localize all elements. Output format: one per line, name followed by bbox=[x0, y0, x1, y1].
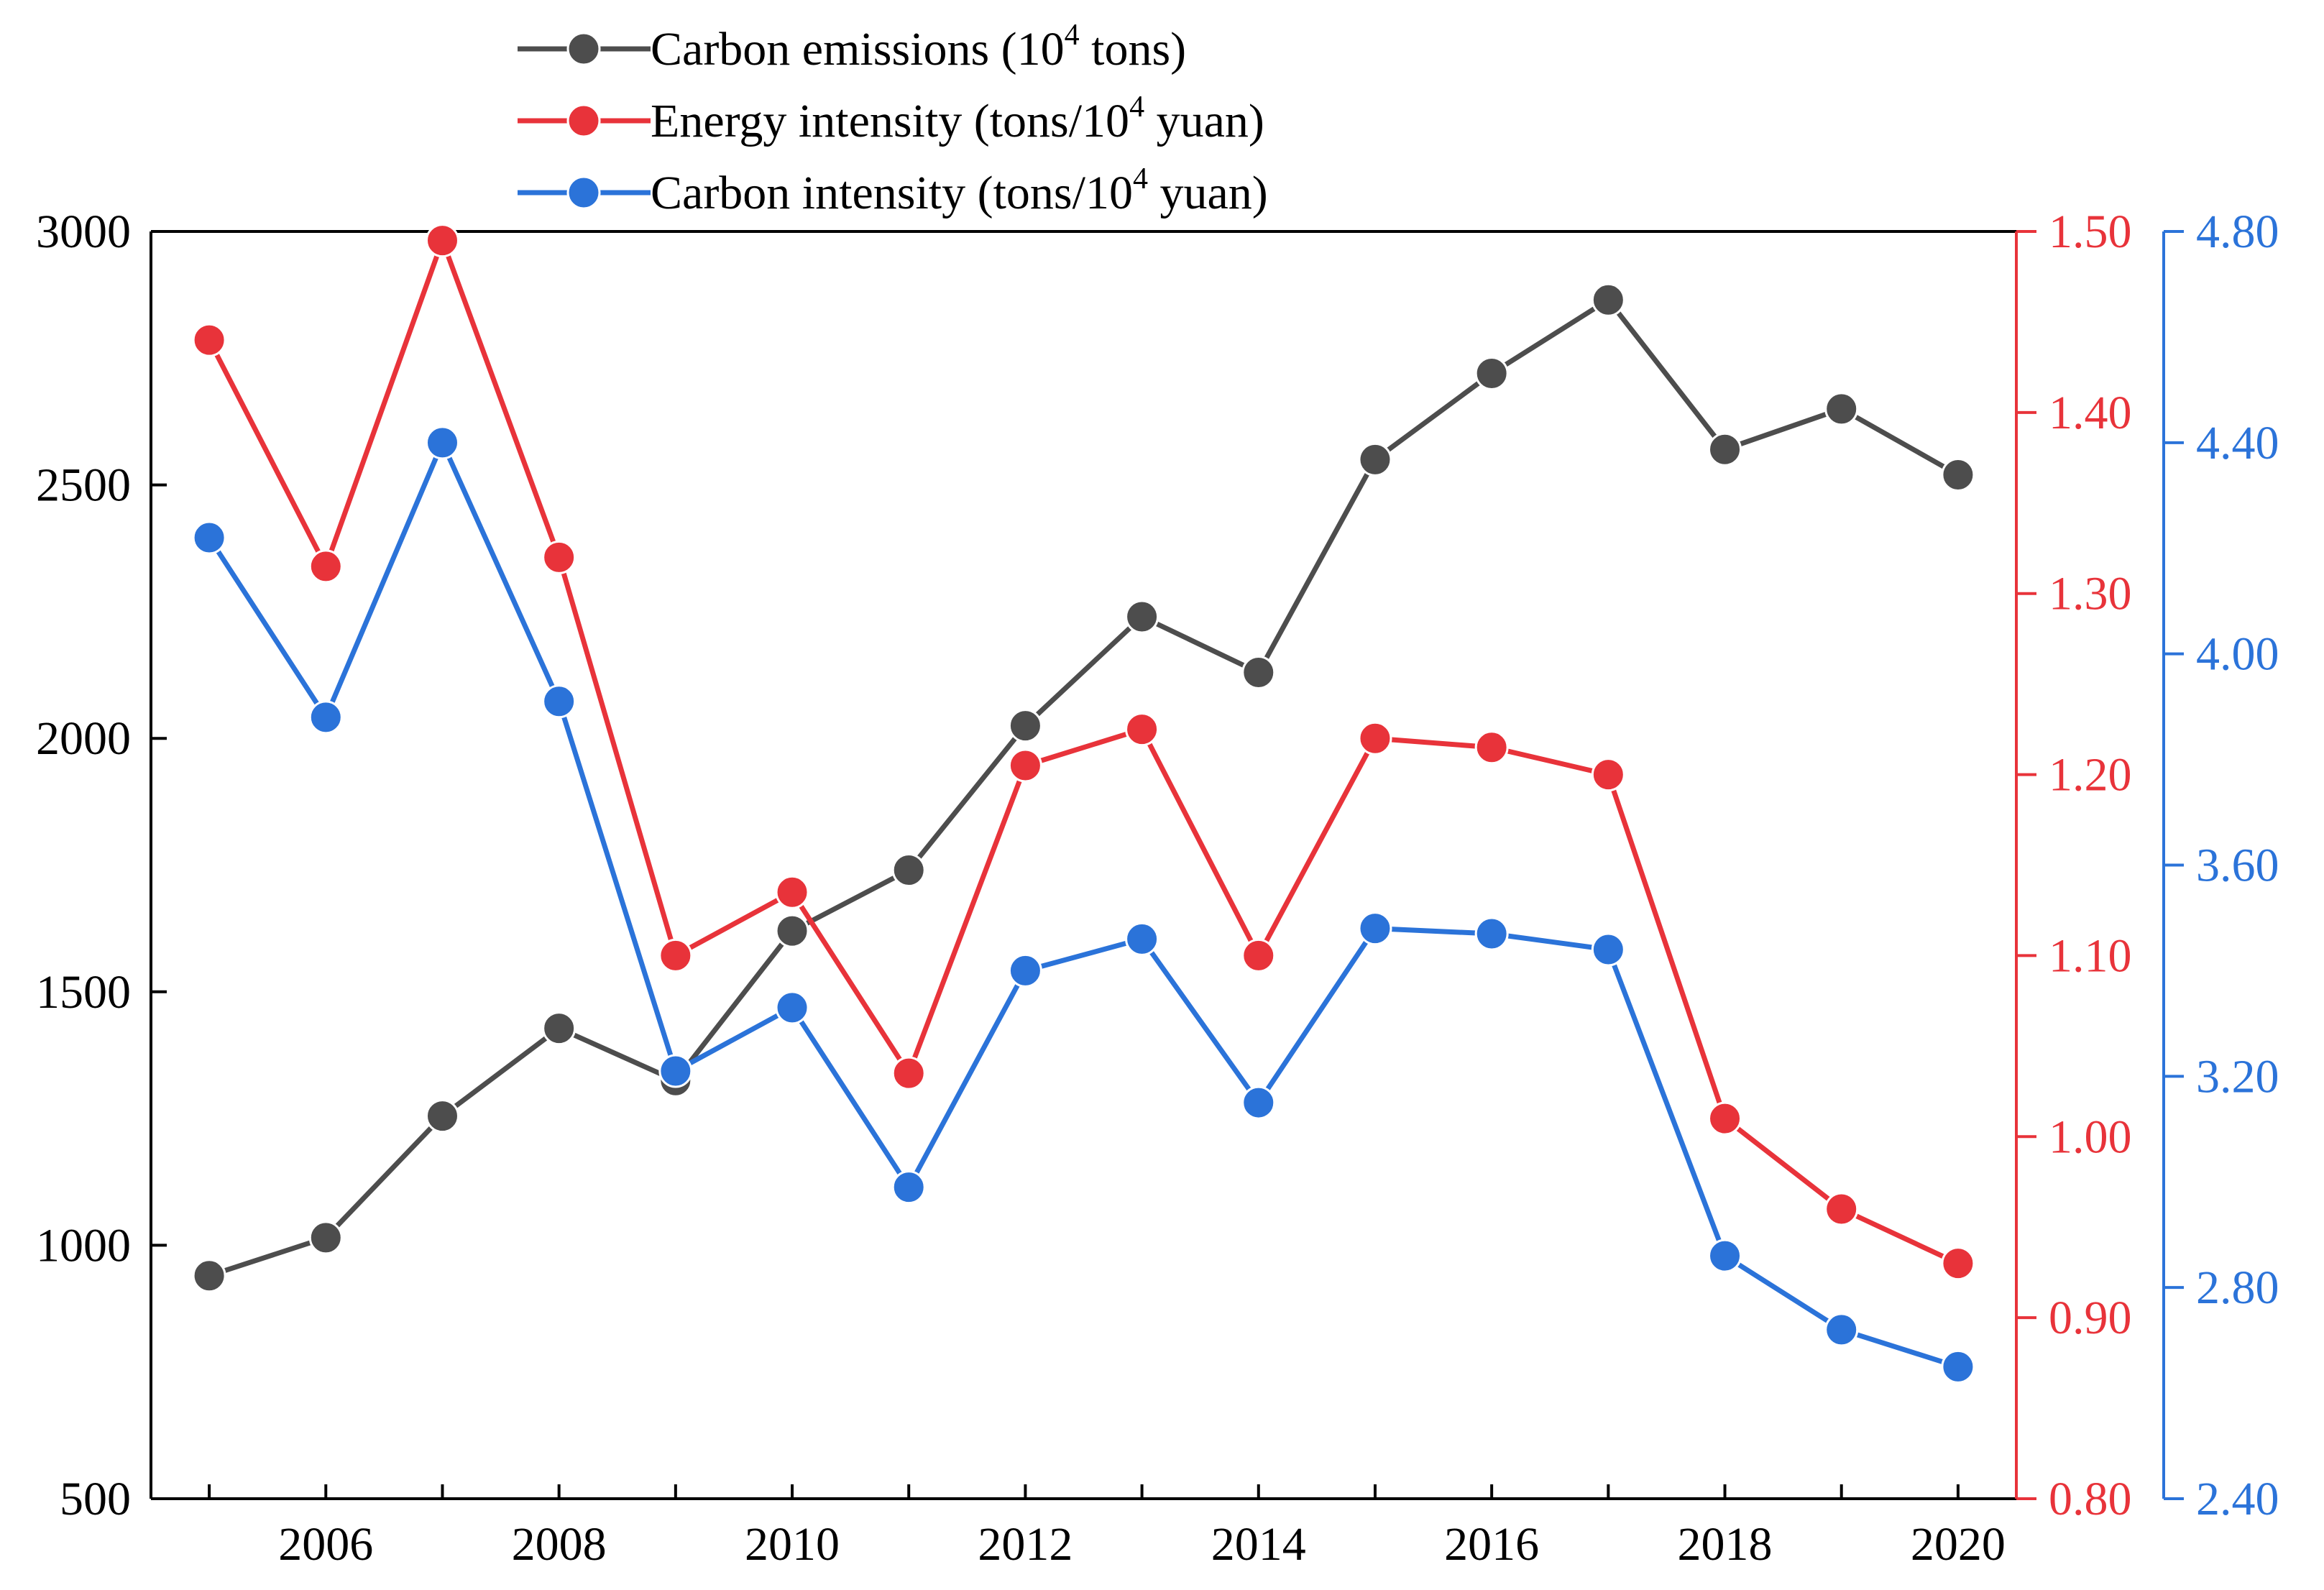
data-point-energy-intensity: 2014: 1.1 bbox=[1241, 938, 1276, 973]
energy-intensity-y-tick-label: 1.30 bbox=[2049, 568, 2132, 620]
energy-intensity-y-tick-label: 1.40 bbox=[2049, 387, 2132, 439]
carbon-intensity-y-tick-label: 4.80 bbox=[2196, 206, 2279, 258]
data-point-carbon-intensity: 2012: 3.4 bbox=[1008, 953, 1042, 988]
x-tick-label: 2010 bbox=[745, 1518, 840, 1571]
data-point-energy-intensity: 2005: 1.44 bbox=[192, 323, 226, 357]
data-point-carbon-intensity: 2005: 4.22 bbox=[192, 520, 226, 555]
data-point-carbon-intensity: 2018: 2.86 bbox=[1708, 1239, 1742, 1273]
energy-intensity-y-tick-label: 1.50 bbox=[2049, 206, 2132, 258]
data-point-carbon-intensity: 2014: 3.15 bbox=[1241, 1085, 1276, 1120]
data-point-energy-intensity: 2020: 0.93 bbox=[1941, 1246, 1975, 1281]
x-tick-label: 2014 bbox=[1211, 1518, 1306, 1571]
legend-marker-carbon-intensity bbox=[566, 175, 601, 210]
axes-layer: 3000 2500 2000 1500 1000 500 1.50 1.40 1.30 1.20 1… bbox=[36, 206, 2279, 1571]
data-point-carbon-emissions: 2015: 2550 bbox=[1358, 442, 1392, 477]
data-point-energy-intensity: 2013: 1.225 bbox=[1125, 712, 1159, 747]
data-point-energy-intensity: 2009: 1.1 bbox=[658, 938, 693, 973]
data-point-energy-intensity: 2017: 1.2 bbox=[1591, 758, 1625, 792]
data-point-carbon-intensity: 2019: 2.72 bbox=[1824, 1313, 1859, 1347]
left-y-tick-label: 1500 bbox=[36, 966, 131, 1019]
data-point-carbon-intensity: 2013: 3.46 bbox=[1125, 922, 1159, 956]
data-point-carbon-intensity: 2015: 3.48 bbox=[1358, 911, 1392, 946]
data-point-carbon-emissions: 2011: 1740 bbox=[891, 853, 926, 888]
data-point-carbon-intensity: 2017: 3.44 bbox=[1591, 932, 1625, 967]
data-point-carbon-emissions: 2008: 1428 bbox=[542, 1011, 577, 1046]
series-line-energy-intensity bbox=[206, 238, 1960, 1266]
data-point-carbon-intensity: 2011: 2.99 bbox=[891, 1170, 926, 1205]
left-y-tick-label: 1000 bbox=[36, 1219, 131, 1272]
x-tick-label: 2016 bbox=[1444, 1518, 1539, 1571]
series-line-carbon-intensity bbox=[207, 440, 1959, 1369]
x-tick-label: 2020 bbox=[1911, 1518, 2006, 1571]
data-point-energy-intensity: 2011: 1.035 bbox=[891, 1056, 926, 1090]
data-point-carbon-emissions: 2012: 2025 bbox=[1008, 709, 1042, 743]
data-point-carbon-intensity: 2008: 3.91 bbox=[542, 684, 577, 719]
energy-intensity-y-tick-label: 0.90 bbox=[2049, 1292, 2132, 1344]
x-tick-label: 2006 bbox=[278, 1518, 373, 1571]
data-point-carbon-emissions: 2017: 2865 bbox=[1591, 282, 1625, 317]
carbon-intensity-y-tick-label: 2.40 bbox=[2196, 1473, 2279, 1525]
left-y-tick-label: 3000 bbox=[36, 206, 131, 258]
data-point-carbon-intensity: 2020: 2.65 bbox=[1941, 1349, 1975, 1384]
legend-label-carbon-intensity: Carbon intensity (tons/104 yuan) bbox=[651, 162, 1268, 219]
data-point-carbon-emissions: 2006: 1015 bbox=[308, 1221, 343, 1255]
data-point-energy-intensity: 2006: 1.315 bbox=[308, 549, 343, 584]
data-point-carbon-intensity: 2006: 3.88 bbox=[308, 700, 343, 735]
data-point-energy-intensity: 2016: 1.215 bbox=[1474, 730, 1509, 765]
legend: Carbon emissions (104 tons) Energy intens… bbox=[518, 19, 1268, 219]
energy-intensity-y-tick-label: 1.10 bbox=[2049, 929, 2132, 982]
data-point-carbon-intensity: 2009: 3.21 bbox=[658, 1054, 693, 1088]
data-point-energy-intensity: 2015: 1.22 bbox=[1358, 721, 1392, 755]
data-point-carbon-emissions: 2016: 2720 bbox=[1474, 356, 1509, 390]
data-point-carbon-emissions: 2014: 2130 bbox=[1241, 656, 1276, 690]
legend-label-carbon-emissions: Carbon emissions (104 tons) bbox=[651, 19, 1186, 75]
legend-marker-carbon-emissions bbox=[566, 32, 601, 66]
left-y-tick-label: 2000 bbox=[36, 712, 131, 765]
series-line-carbon-emissions bbox=[208, 297, 1960, 1279]
data-point-energy-intensity: 2019: 0.96 bbox=[1824, 1192, 1859, 1226]
data-point-carbon-emissions: 2020: 2520 bbox=[1941, 457, 1975, 492]
data-point-carbon-emissions: 2019: 2650 bbox=[1824, 392, 1859, 426]
legend-label-energy-intensity: Energy intensity (tons/104 yuan) bbox=[651, 91, 1264, 147]
carbon-intensity-y-tick-label: 2.80 bbox=[2196, 1262, 2279, 1314]
carbon-intensity-y-tick-label: 4.40 bbox=[2196, 417, 2279, 469]
energy-intensity-y-tick-label: 0.80 bbox=[2049, 1473, 2132, 1525]
data-point-energy-intensity: 2008: 1.32 bbox=[542, 540, 577, 574]
energy-intensity-y-tick-label: 1.00 bbox=[2049, 1111, 2132, 1163]
energy-intensity-y-tick-label: 1.20 bbox=[2049, 749, 2132, 801]
data-point-energy-intensity: 2012: 1.205 bbox=[1008, 748, 1042, 783]
legend-marker-energy-intensity bbox=[566, 104, 601, 138]
series-lines-layer bbox=[206, 238, 1960, 1369]
x-tick-label: 2018 bbox=[1678, 1518, 1773, 1571]
carbon-intensity-y-tick-label: 3.20 bbox=[2196, 1050, 2279, 1103]
data-point-carbon-intensity: 2016: 3.47 bbox=[1474, 916, 1509, 951]
data-point-carbon-emissions: 2018: 2570 bbox=[1708, 432, 1742, 467]
data-point-energy-intensity: 2010: 1.135 bbox=[775, 875, 809, 909]
carbon-intensity-y-tick-label: 3.60 bbox=[2196, 840, 2279, 892]
data-point-carbon-emissions: 2007: 1255 bbox=[425, 1099, 459, 1134]
left-y-tick-label: 500 bbox=[60, 1473, 131, 1525]
carbon-intensity-y-tick-label: 4.00 bbox=[2196, 628, 2279, 681]
data-point-carbon-emissions: 2013: 2240 bbox=[1125, 599, 1159, 634]
x-tick-label: 2012 bbox=[978, 1518, 1073, 1571]
series-points-layer: 2005: 940 2006: 1015 2007: 1255 2008: 1428 2… bbox=[192, 224, 1975, 1384]
data-point-carbon-intensity: 2007: 4.4 bbox=[425, 426, 459, 460]
left-y-tick-label: 2500 bbox=[36, 459, 131, 512]
x-tick-label: 2008 bbox=[512, 1518, 607, 1571]
data-point-carbon-emissions: 2005: 940 bbox=[192, 1259, 226, 1293]
data-point-carbon-intensity: 2010: 3.33 bbox=[775, 991, 809, 1025]
data-point-energy-intensity: 2018: 1.01 bbox=[1708, 1101, 1742, 1136]
data-point-energy-intensity: 2007: 1.495 bbox=[425, 224, 459, 258]
